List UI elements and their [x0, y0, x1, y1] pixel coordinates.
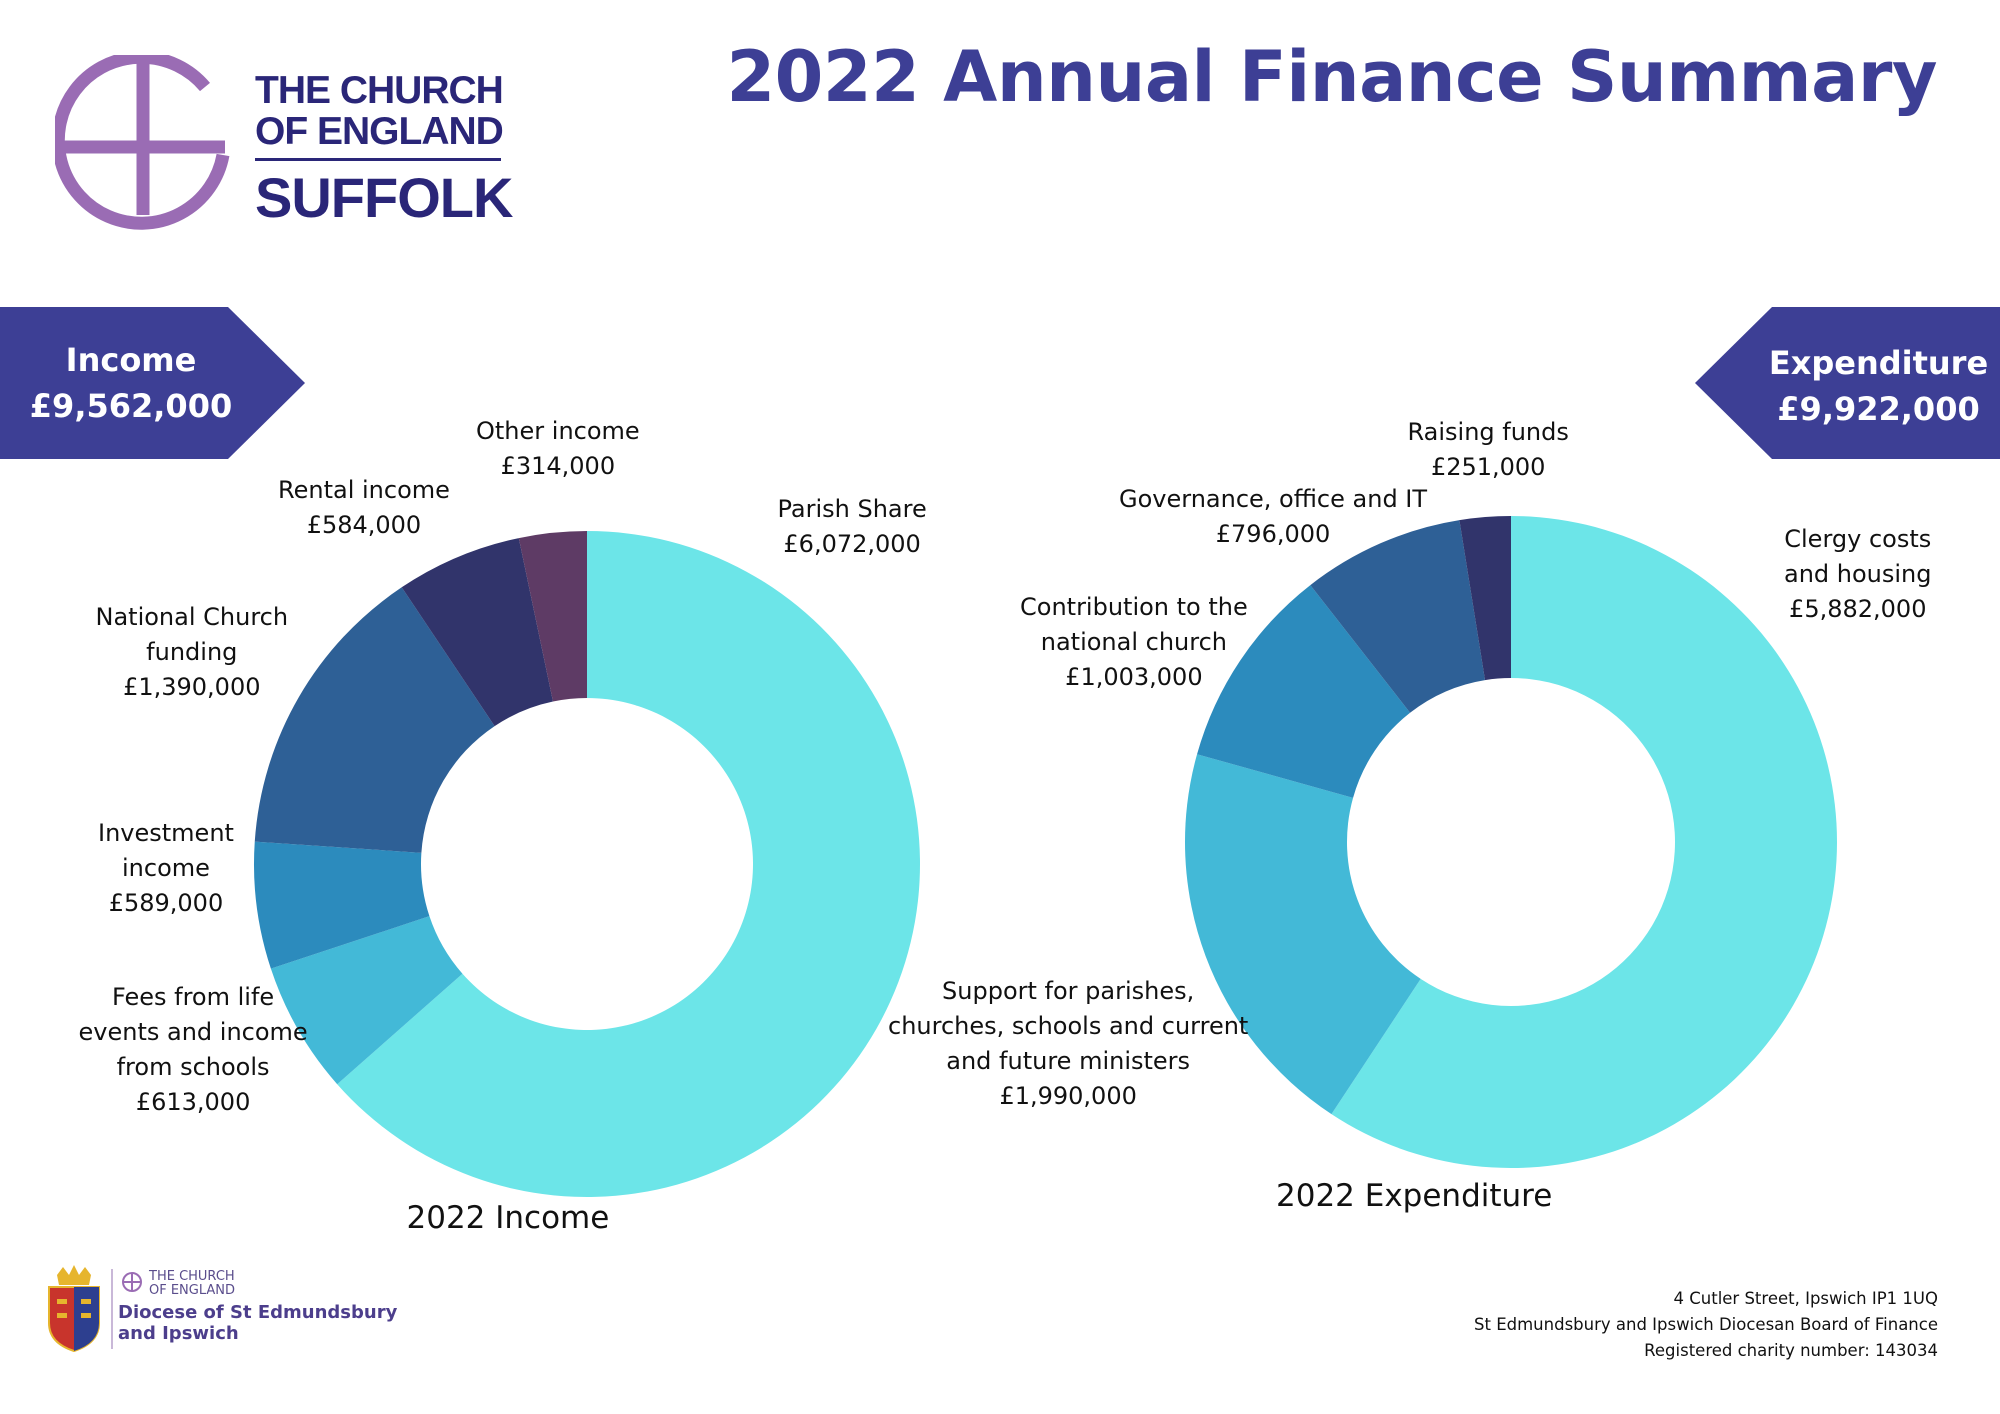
slice-name-label: Contribution to the [1020, 592, 1248, 621]
slice-name-label: churches, schools and current [888, 1012, 1249, 1040]
income-slice-parish-share [337, 531, 920, 1197]
slice-value-label: £1,990,000 [999, 1082, 1137, 1110]
page-title: 2022 Annual Finance Summary [726, 36, 1937, 118]
footer-board-name: St Edmundsbury and Ipswich Diocesan Boar… [1474, 1315, 1938, 1334]
expenditure-label-raising-funds: Raising funds £251,000 [1408, 415, 1569, 485]
income-banner-label: Income [65, 341, 197, 379]
slice-name-label: Raising funds [1407, 418, 1569, 446]
slice-value-label: £5,882,000 [1789, 594, 1927, 623]
slice-name-label: Fees from life [111, 983, 275, 1011]
slice-name-label: Other income [476, 417, 640, 445]
footer-address: 4 Cutler Street, Ipswich IP1 1UQ [1673, 1289, 1939, 1308]
slice-name-label: and future ministers [946, 1047, 1191, 1075]
income-chart-title: 2022 Income [406, 1200, 610, 1236]
logo-divider [255, 158, 501, 161]
slice-value-label: £796,000 [1215, 520, 1331, 548]
expenditure-label-clergy-costs-and-housing: Clergy costs and housing £5,882,000 [1784, 522, 1932, 627]
slice-value-label: £589,000 [108, 888, 224, 917]
diocese-crest-icon [48, 1265, 100, 1353]
expenditure-chart-title: 2022 Expenditure [1276, 1178, 1553, 1214]
income-slice-rental-income [401, 538, 553, 727]
diocese-logo-text-3: Diocese of St Edmundsbury [118, 1302, 398, 1323]
slice-value-label: £6,072,000 [783, 530, 921, 558]
expenditure-label-support-for-parishes-churches-schools-and-current-and-future-ministers: Support for parishes, churches, schools a… [888, 974, 1248, 1114]
slice-value-label: £584,000 [306, 511, 422, 539]
logo-text-of-england: OF ENGLAND [255, 110, 504, 153]
expenditure-banner-label: Expenditure [1768, 344, 1989, 382]
income-label-parish-share: Parish Share £6,072,000 [778, 492, 927, 562]
footer-charity-number: Registered charity number: 143034 [1644, 1341, 1938, 1360]
logo-text-the-church: THE CHURCH [255, 69, 504, 112]
slice-name-label: and housing [1784, 559, 1932, 588]
slice-name-label: income [122, 853, 210, 882]
income-label-rental-income: Rental income £584,000 [278, 473, 450, 543]
diocese-logo-text-1: THE CHURCH [149, 1269, 235, 1284]
diocese-logo-text-4: and Ipswich [118, 1323, 239, 1344]
footer-contact: 4 Cutler Street, Ipswich IP1 1UQ St Edmu… [1474, 1286, 1938, 1364]
expenditure-donut-chart [1185, 516, 1838, 1169]
slice-value-label: £314,000 [500, 452, 616, 480]
income-label-fees-from-life-events-and-income-from-schools: Fees from life events and income from scho… [79, 980, 308, 1120]
slice-name-label: Parish Share [777, 495, 927, 523]
income-slice-fees-from-life-events-and-income-from-schools [270, 916, 463, 1085]
income-label-other-income: Other income £314,000 [476, 414, 640, 484]
income-slice-national-church-funding [254, 587, 495, 853]
expenditure-label-contribution-to-the-national-church: Contribution to the national church £1,003… [1020, 590, 1248, 695]
diocese-logo-divider [111, 1269, 113, 1349]
slice-value-label: £1,003,000 [1065, 662, 1203, 691]
logo-text-suffolk: SUFFOLK [255, 166, 513, 229]
slice-name-label: Governance, office and IT [1119, 485, 1428, 513]
arrow-left-shape [1695, 307, 2000, 459]
expenditure-slice-contribution-to-the-national-church [1197, 585, 1411, 798]
income-slice-other-income [518, 531, 587, 702]
income-donut-chart [254, 531, 920, 1197]
slice-name-label: National Church [95, 602, 289, 631]
income-label-investment-income: Investment income £589,000 [98, 816, 234, 921]
slice-name-label: Support for parishes, [942, 977, 1195, 1005]
slice-name-label: national church [1040, 627, 1228, 656]
church-of-england-suffolk-logo: THE CHURCH OF ENGLAND SUFFOLK [51, 50, 515, 240]
income-total-banner: Income £9,562,000 [0, 307, 305, 459]
cross-circle-icon [51, 50, 230, 230]
slice-name-label: Investment [98, 818, 234, 847]
arrow-right-shape [0, 307, 305, 459]
expenditure-slice-support-for-parishes-churches-schools-and-current-and-future-ministers [1185, 754, 1421, 1115]
diocese-logo: THE CHURCH OF ENGLAND Diocese of St Edmu… [45, 1265, 397, 1355]
small-cross-circle-icon [122, 1272, 142, 1292]
slice-name-label: from schools [116, 1053, 270, 1081]
slice-value-label: £1,390,000 [123, 672, 261, 701]
expenditure-slice-clergy-costs-and-housing [1331, 516, 1838, 1169]
slice-name-label: Clergy costs [1784, 524, 1932, 553]
diocese-logo-text-2: OF ENGLAND [149, 1283, 236, 1298]
expenditure-slice-governance-office-and-it [1310, 520, 1486, 713]
expenditure-slice-raising-funds [1459, 516, 1511, 681]
expenditure-label-governance-office-and-it: Governance, office and IT £796,000 [1119, 482, 1427, 552]
expenditure-total-banner: Expenditure £9,922,000 [1695, 307, 2000, 459]
income-banner-amount: £9,562,000 [29, 387, 233, 425]
income-label-national-church-funding: National Church funding £1,390,000 [96, 600, 289, 705]
slice-value-label: £251,000 [1430, 453, 1546, 481]
slice-name-label: funding [146, 637, 238, 666]
income-slice-investment-income [254, 841, 430, 969]
expenditure-banner-amount: £9,922,000 [1777, 390, 1980, 428]
slice-value-label: £613,000 [135, 1088, 251, 1116]
slice-name-label: Rental income [278, 476, 450, 504]
slice-name-label: events and income [78, 1018, 308, 1046]
